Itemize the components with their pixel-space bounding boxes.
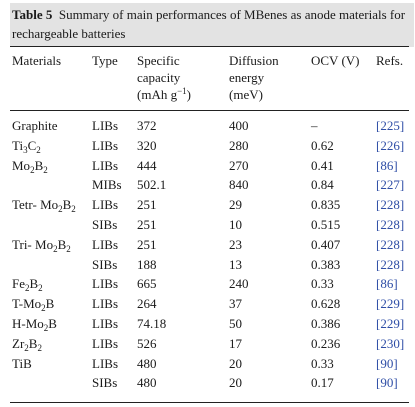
header-refs: Refs.	[376, 53, 404, 68]
cell-ref[interactable]: [90]	[376, 375, 398, 391]
cell-type: LIBs	[92, 157, 118, 173]
cell-capacity: 74.18	[137, 316, 167, 331]
cell-ocv: 0.33	[311, 276, 334, 292]
cell-material: TiB	[12, 355, 32, 371]
cell-type: LIBs	[92, 316, 118, 331]
cell-type: LIBs	[92, 137, 118, 153]
cell-capacity: 188	[137, 256, 157, 272]
cell-ref[interactable]: [225]	[376, 118, 405, 133]
cell-type: LIBs	[92, 296, 118, 312]
header-materials: Materials	[12, 53, 62, 68]
table-bottom-rule	[10, 402, 409, 403]
header-type: Type	[92, 53, 118, 68]
cell-ocv: 0.407	[311, 236, 341, 252]
cell-diffusion: 280	[229, 137, 249, 153]
cell-type: LIBs	[92, 355, 118, 371]
cell-type: SIBs	[92, 217, 118, 232]
header-ocv: OCV (V)	[311, 53, 360, 68]
cell-type: LIBs	[92, 118, 118, 133]
table-header-rule	[10, 110, 409, 111]
cell-diffusion: 23	[229, 236, 242, 252]
cell-diffusion: 240	[229, 276, 249, 292]
cell-diffusion: 400	[229, 118, 249, 133]
cell-ref[interactable]: [90]	[376, 355, 398, 371]
cell-diffusion: 37	[229, 296, 242, 312]
table-caption: Table 5 Summary of main performances of …	[10, 3, 414, 47]
cell-capacity: 502.1	[137, 177, 167, 193]
cell-diffusion: 270	[229, 157, 249, 173]
cell-capacity: 251	[137, 236, 157, 252]
cell-ocv: 0.84	[311, 177, 334, 193]
cell-diffusion: 13	[229, 256, 242, 272]
cell-ocv: 0.33	[311, 355, 334, 371]
cell-type: LIBs	[92, 236, 118, 252]
cell-ocv: 0.835	[311, 197, 341, 213]
cell-capacity: 320	[137, 137, 157, 153]
cell-ocv: 0.41	[311, 157, 334, 173]
cell-capacity: 480	[137, 355, 157, 371]
cell-type: LIBs	[92, 197, 118, 213]
cell-ocv: –	[311, 118, 318, 133]
cell-diffusion: 20	[229, 355, 242, 371]
cell-material: Graphite	[12, 118, 58, 133]
cell-ocv: 0.383	[311, 256, 341, 272]
cell-material: T-Mo2B	[12, 296, 55, 314]
cell-type: MIBs	[92, 177, 122, 193]
cell-diffusion: 20	[229, 375, 242, 391]
cell-ref[interactable]: [227]	[376, 177, 405, 193]
cell-ocv: 0.17	[311, 375, 334, 391]
cell-ocv: 0.386	[311, 316, 341, 331]
cell-ref[interactable]: [228]	[376, 197, 405, 213]
cell-capacity: 665	[137, 276, 157, 292]
cell-capacity: 251	[137, 197, 157, 213]
cell-ref[interactable]: [86]	[376, 276, 398, 292]
cell-ref[interactable]: [229]	[376, 316, 405, 331]
header-diffusion: Diffusion energy (meV)	[229, 53, 279, 102]
cell-ref[interactable]: [229]	[376, 296, 405, 312]
cell-capacity: 480	[137, 375, 157, 391]
cell-diffusion: 17	[229, 335, 242, 351]
table-top-rule	[10, 46, 409, 47]
cell-capacity: 526	[137, 335, 157, 351]
cell-type: SIBs	[92, 256, 118, 272]
cell-ref[interactable]: [86]	[376, 157, 398, 173]
cell-ref[interactable]: [230]	[376, 335, 405, 351]
cell-type: LIBs	[92, 335, 118, 351]
cell-capacity: 372	[137, 118, 157, 133]
cell-material: Ti3C2	[12, 137, 41, 155]
cell-material: Mo2B2	[12, 157, 48, 175]
cell-material: H-Mo2B	[12, 316, 57, 333]
cell-diffusion: 10	[229, 217, 242, 232]
cell-ocv: 0.628	[311, 296, 341, 312]
cell-ref[interactable]: [226]	[376, 137, 405, 153]
cell-material: Zr2B2	[12, 335, 42, 353]
cell-ocv: 0.236	[311, 335, 341, 351]
cell-capacity: 264	[137, 296, 157, 312]
table-label: Table 5	[12, 7, 53, 22]
cell-capacity: 444	[137, 157, 157, 173]
cell-ocv: 0.62	[311, 137, 334, 153]
cell-ref[interactable]: [228]	[376, 236, 405, 252]
cell-material: Tri- Mo2B2	[12, 236, 71, 254]
cell-type: LIBs	[92, 276, 118, 292]
cell-diffusion: 29	[229, 197, 242, 213]
cell-ref[interactable]: [228]	[376, 217, 405, 232]
cell-ref[interactable]: [228]	[376, 256, 405, 272]
cell-diffusion: 50	[229, 316, 242, 331]
header-capacity: Specific capacity (mAh g−1)	[137, 53, 192, 102]
cell-material: Tetr- Mo2B2	[12, 197, 76, 215]
caption-text: Summary of main performances of MBenes a…	[12, 7, 406, 41]
cell-type: SIBs	[92, 375, 118, 391]
cell-ocv: 0.515	[311, 217, 341, 232]
cell-capacity: 251	[137, 217, 157, 232]
cell-material: Fe2B2	[12, 276, 43, 294]
cell-diffusion: 840	[229, 177, 249, 193]
